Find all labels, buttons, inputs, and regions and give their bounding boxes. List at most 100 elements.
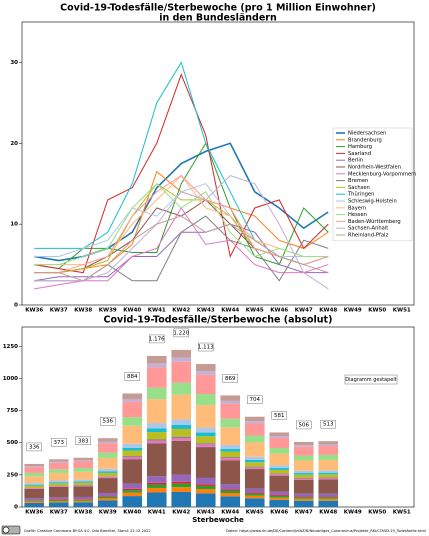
bar-segment [269,469,290,474]
bar-segment [269,453,290,466]
line [34,215,329,282]
bar-segment [318,498,339,501]
bar-segment [122,496,143,507]
bar-segment [97,496,118,497]
bar-segment [269,473,290,475]
x-tick-label: KW43 [197,510,215,516]
total-label: 869 [225,376,236,382]
bar-segment [171,483,192,488]
legend-label: Bayern [348,205,366,211]
bar-segment [195,447,216,478]
annotation: Diagramm gestapelt [345,377,396,383]
bar-segment [244,462,265,467]
bar-segment [122,401,143,418]
bar-segment [293,460,314,471]
bar-segment [48,482,69,484]
bar-segment [318,470,339,473]
legend-label: Schleswig-Holstein [348,199,397,205]
bar-segment [269,468,290,470]
x-tick-label: KW44 [221,308,239,314]
bar-segment [244,498,265,507]
bar-segment [48,497,69,500]
bar-segment [146,355,167,364]
bar-segment [220,492,241,497]
bar-segment [318,497,339,499]
y-tick-label: 1250 [3,344,18,350]
bar-segment [269,447,290,454]
total-label: 373 [54,440,65,446]
total-label: 383 [78,438,89,444]
bar-segment [24,498,45,501]
bar-segment [97,457,118,469]
bar-segment [171,357,192,362]
x-tick-label: KW39 [99,510,117,516]
bar-segment [293,441,314,446]
bar-segment [171,474,192,482]
x-tick-label: KW44 [221,510,239,516]
bar-segment [146,439,167,441]
legend-label: Bremen [348,178,368,184]
x-tick-label: KW41 [148,308,166,314]
total-label: 581 [274,413,285,419]
bar-segment [318,446,339,455]
bar-segment [195,371,216,375]
bar-segment [269,432,290,437]
bar-segment [97,498,118,501]
x-tick-label: KW50 [368,510,386,516]
bar-segment [24,488,45,499]
x-tick-label: KW39 [99,308,117,314]
bar-segment [171,481,192,484]
chart-title: Covid-19-Todesfälle/Sterbewoche (pro 1 M… [60,3,376,14]
chart-title: Covid-19-Todesfälle/Sterbewoche (absolut… [104,315,333,326]
bar-segment [24,485,45,488]
bar-segment [220,395,241,401]
bar-segment [73,482,94,486]
bar-segment [293,473,314,475]
bar-segment [220,403,241,419]
bar-segment [146,492,167,507]
bar-segment [318,500,339,507]
legend-label: Saarland [348,151,371,157]
legend-label: Sachsen-Anhalt [348,226,388,232]
bar-segment [195,484,216,486]
bar-segment [24,501,45,503]
bar-segment [146,476,167,483]
x-tick-label: KW38 [74,510,92,516]
bar-segment [269,465,290,469]
bar-segment [318,444,339,447]
legend-label: Sachsen [348,185,370,191]
bar-segment [269,495,290,496]
x-tick-label: KW36 [25,308,43,314]
y-tick-label: 1000 [3,376,18,382]
bar-segment [97,441,118,444]
bar-segment [244,435,265,443]
bar-segment [24,484,45,486]
bar-segment [73,479,94,482]
bar-segment [146,432,167,440]
legend-label: Mecklenburg-Vorpommern [348,171,416,177]
bar-segment [48,459,69,462]
bar-segment [244,492,265,494]
total-label-box [124,372,140,381]
legend-label: Nordrhein-Westfalen [348,165,401,171]
bar-segment [73,481,94,483]
total-label: 506 [299,422,310,428]
bar-segment [220,458,241,461]
bar-segment [220,489,241,491]
total-label-box [222,374,238,383]
bar-segment [293,479,314,494]
bar-segment [73,502,94,507]
total-label-box [247,395,263,404]
bar-segment [97,478,118,493]
bar-segment [220,490,241,493]
footer-source: Daten: https://www.rki.de/DE/Content/Inf… [226,529,426,533]
bar-segment [73,486,94,497]
bar-segment [48,480,69,483]
bar-segment [122,456,143,460]
bar-segment [48,499,69,501]
bar-segment [97,492,118,497]
bar-segment [171,424,192,429]
bar-segment [244,442,265,457]
bar-segment [171,437,192,441]
bar-segment [122,490,143,493]
